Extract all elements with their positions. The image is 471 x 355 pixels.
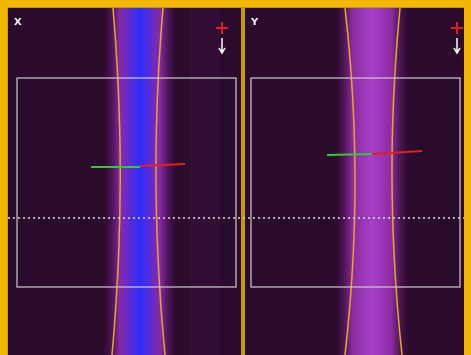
panel-x: X [8, 8, 241, 355]
divider [241, 8, 245, 355]
panel-label: Y [250, 17, 259, 28]
viewer: X Y [0, 0, 471, 355]
panel-y: Y [245, 8, 464, 355]
panel-label: X [14, 17, 22, 28]
page: X Y (() => { const data = JSON.parse(doc… [0, 0, 471, 355]
axis-green [327, 154, 372, 155]
beam [100, 8, 180, 355]
beam [332, 8, 412, 355]
shade [190, 8, 220, 355]
